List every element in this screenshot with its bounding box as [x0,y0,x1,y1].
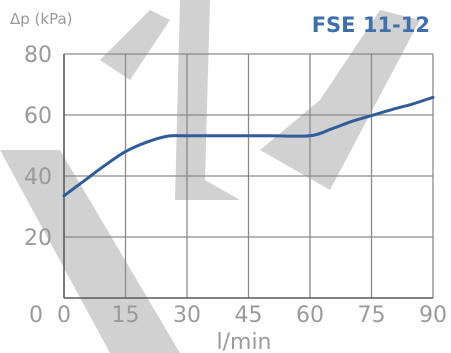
x-tick-label-75: 75 [358,303,386,328]
x-tick-label-45: 45 [235,303,263,328]
y-axis-label: Δp (kPa) [10,10,73,28]
y-tick-label-40: 40 [24,165,52,190]
x-axis-label: l/min [216,330,271,353]
axes [63,54,433,299]
y-tick-label-80: 80 [24,43,52,68]
chart-title: FSE 11-12 [312,13,430,37]
watermark-band-2 [175,0,240,200]
watermark-band-4 [100,10,170,80]
background-watermark [0,0,420,353]
y-tick-label-0: 0 [29,303,43,328]
x-tick-label-90: 90 [419,303,447,328]
watermark-band-3 [260,10,420,190]
tick-labels: 0 15 30 45 60 75 90 0 20 40 60 80 [24,43,447,328]
x-tick-label-15: 15 [112,303,140,328]
x-tick-label-0: 0 [57,303,71,328]
x-tick-label-60: 60 [296,303,324,328]
x-tick-label-30: 30 [173,303,201,328]
y-tick-label-60: 60 [24,104,52,129]
series-line-0 [62,95,435,198]
series-layer [62,95,435,198]
watermark-band-1 [0,150,180,353]
y-tick-label-20: 20 [24,226,52,251]
